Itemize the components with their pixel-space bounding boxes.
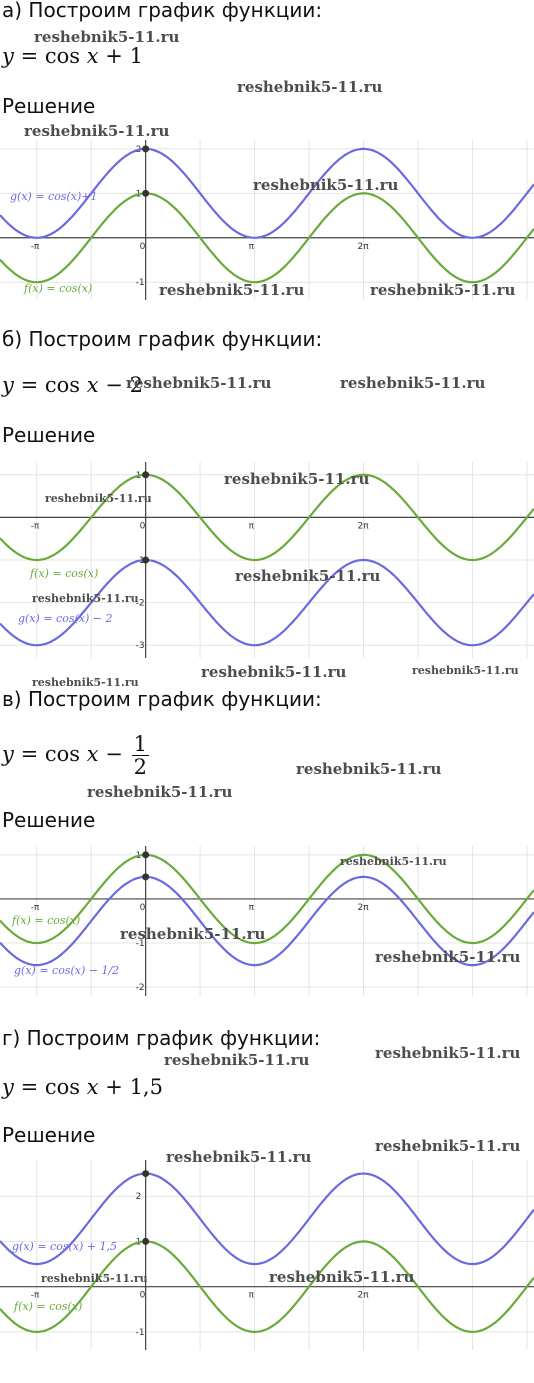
y-tick-label: -3: [136, 641, 145, 651]
x-tick-label: 0: [140, 1291, 146, 1301]
data-point: [142, 189, 150, 197]
series-label: g(x) = cos(x) − 2: [18, 612, 112, 625]
x-tick-label: 2π: [358, 521, 370, 531]
watermark: reshebnik5-11.ru: [126, 374, 272, 392]
data-point: [142, 145, 150, 153]
watermark: reshebnik5-11.ru: [201, 663, 347, 681]
grid: [0, 1160, 534, 1350]
data-point: [142, 873, 150, 881]
data-point: [142, 851, 150, 859]
x-tick-label: -π: [31, 521, 40, 531]
series-label: f(x) = cos(x): [11, 914, 80, 927]
series-label: f(x) = cos(x): [29, 567, 98, 580]
watermark: reshebnik5-11.ru: [45, 492, 152, 505]
part-a-formula: y = cos x + 1: [2, 44, 143, 68]
data-point: [142, 556, 150, 564]
x-tick-label: π: [249, 1291, 255, 1301]
watermark: reshebnik5-11.ru: [412, 664, 519, 677]
series-line: [0, 558, 534, 647]
watermark: reshebnik5-11.ru: [164, 1051, 310, 1069]
y-tick-label: -1: [136, 1328, 145, 1338]
watermark: reshebnik5-11.ru: [32, 676, 139, 689]
watermark: reshebnik5-11.ru: [41, 1272, 148, 1285]
watermark: reshebnik5-11.ru: [375, 1137, 521, 1155]
watermark: reshebnik5-11.ru: [235, 567, 381, 585]
data-point: [142, 1237, 150, 1245]
series-line: [0, 875, 534, 967]
part-d-heading: г) Построим график функции:: [2, 1026, 321, 1050]
x-tick-label: 2π: [358, 1291, 370, 1301]
watermark: reshebnik5-11.ru: [120, 925, 266, 943]
watermark: reshebnik5-11.ru: [32, 592, 139, 605]
x-tick-label: 0: [140, 242, 146, 252]
watermark: reshebnik5-11.ru: [166, 1148, 312, 1166]
y-tick-label: -2: [136, 983, 145, 993]
series-line: [0, 1240, 534, 1333]
series-line: [0, 192, 534, 284]
data-point: [142, 471, 150, 479]
y-tick-label: 2: [136, 1192, 142, 1202]
watermark: reshebnik5-11.ru: [370, 281, 516, 299]
part-d-formula: y = cos x + 1,5: [2, 1075, 163, 1099]
watermark: reshebnik5-11.ru: [237, 78, 383, 96]
watermark: reshebnik5-11.ru: [340, 374, 486, 392]
series-line: [0, 473, 534, 562]
watermark: reshebnik5-11.ru: [375, 948, 521, 966]
watermark: reshebnik5-11.ru: [253, 176, 399, 194]
x-tick-label: -π: [31, 1291, 40, 1301]
x-tick-label: π: [249, 521, 255, 531]
watermark: reshebnik5-11.ru: [375, 1044, 521, 1062]
series-line: [0, 147, 534, 239]
series-label: f(x) = cos(x): [13, 1300, 82, 1313]
watermark: reshebnik5-11.ru: [340, 855, 447, 868]
part-d-solution-label: Решение: [2, 1123, 96, 1147]
part-a-heading: а) Построим график функции:: [2, 0, 323, 22]
watermark: reshebnik5-11.ru: [269, 1268, 415, 1286]
y-tick-label: -1: [136, 278, 145, 288]
x-tick-label: π: [249, 242, 255, 252]
x-tick-label: π: [249, 903, 255, 913]
x-tick-label: 0: [140, 521, 146, 531]
data-point: [142, 1170, 150, 1178]
watermark: reshebnik5-11.ru: [296, 760, 442, 778]
y-tick-label: -2: [136, 599, 145, 609]
series-line: [0, 853, 534, 945]
x-tick-label: 2π: [358, 242, 370, 252]
part-a-solution-label: Решение: [2, 94, 96, 118]
series-label: g(x) = cos(x) − 1/2: [14, 964, 119, 977]
part-c-solution-label: Решение: [2, 808, 96, 832]
watermark: reshebnik5-11.ru: [87, 783, 233, 801]
series-label: g(x) = cos(x)+1: [10, 190, 97, 203]
part-c-heading: в) Построим график функции:: [2, 687, 322, 711]
x-tick-label: 0: [140, 903, 146, 913]
part-b-solution-label: Решение: [2, 423, 96, 447]
x-tick-label: 2π: [358, 903, 370, 913]
part-c-graph: -π 0 π 2π1-1-2f(x) = cos(x)g(x) = cos(x) − …: [0, 846, 534, 996]
part-b-formula: y = cos x − 2: [2, 373, 143, 397]
x-tick-label: -π: [31, 242, 40, 252]
watermark: reshebnik5-11.ru: [24, 122, 170, 140]
part-b-graph: -π 0 π 2π1-1-2-3f(x) = cos(x)g(x) = cos(x) …: [0, 462, 534, 658]
y-tick-label: -1: [136, 939, 145, 949]
watermark: reshebnik5-11.ru: [224, 470, 370, 488]
watermark: reshebnik5-11.ru: [34, 28, 180, 46]
part-b-heading: б) Построим график функции:: [2, 327, 323, 351]
series-label: g(x) = cos(x) + 1,5: [12, 1240, 117, 1253]
series-line: [0, 1172, 534, 1266]
watermark: reshebnik5-11.ru: [159, 281, 305, 299]
series-label: f(x) = cos(x): [23, 282, 92, 295]
x-tick-label: -π: [31, 903, 40, 913]
